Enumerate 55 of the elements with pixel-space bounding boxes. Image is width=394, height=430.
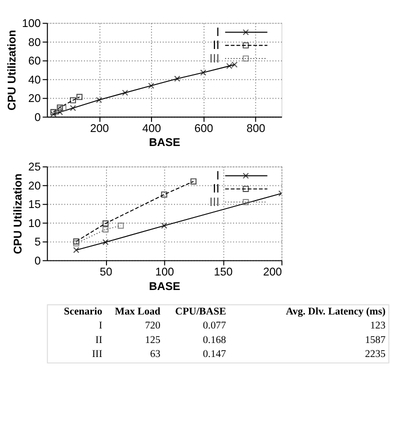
text: II <box>95 334 103 346</box>
y-axis-title: CPU Utilization <box>6 30 18 111</box>
y-tick-label: 0 <box>34 112 41 124</box>
legend-label: III <box>209 194 220 209</box>
text: 125 <box>144 334 160 346</box>
y-tick-label: 20 <box>28 180 41 192</box>
point <box>70 105 76 112</box>
y-tick-label: 0 <box>34 255 41 268</box>
point <box>60 105 66 112</box>
x-tick-label: 150 <box>214 266 233 279</box>
x-tick-label: 400 <box>142 123 161 136</box>
text: I <box>98 320 103 332</box>
text: 123 <box>370 320 386 332</box>
point <box>200 70 206 76</box>
point <box>174 76 180 82</box>
legend-label: II <box>212 182 220 196</box>
x-tick-label: 800 <box>246 123 266 136</box>
point <box>96 96 102 104</box>
x-tick-label: 600 <box>194 123 214 136</box>
text: Avg. Dlv. Latency (ms) <box>286 306 386 318</box>
legend-label: II <box>212 38 220 52</box>
y-tick-label: 20 <box>28 93 41 106</box>
text: 0.168 <box>202 334 226 346</box>
x-tick-label: 200 <box>90 123 109 136</box>
legend-label: I <box>216 25 220 39</box>
y-axis-title: CPU Utilization <box>12 173 25 254</box>
text: 0.147 <box>202 348 226 360</box>
x-axis-title: BASE <box>149 137 181 150</box>
y-tick-label: 5 <box>34 236 41 249</box>
text: CPU/BASE <box>175 306 226 318</box>
legend-label: I <box>216 168 220 183</box>
y-tick-label: 80 <box>28 36 41 49</box>
x-axis-title: BASE <box>149 280 181 293</box>
y-tick-label: 60 <box>28 56 41 68</box>
y-tick-label: 15 <box>28 199 41 212</box>
x-tick-label: 50 <box>100 266 112 279</box>
point <box>122 90 128 96</box>
text: 0.077 <box>202 320 226 332</box>
text: 2235 <box>364 348 386 360</box>
y-tick-label: 100 <box>22 18 41 30</box>
text: 1587 <box>364 334 386 346</box>
y-tick-label: 10 <box>28 218 41 230</box>
point <box>70 97 76 104</box>
point <box>76 94 83 100</box>
y-tick-label: 25 <box>28 162 41 174</box>
x-tick-label: 100 <box>155 266 174 279</box>
text: 63 <box>150 348 160 360</box>
x-tick-label: 200 <box>263 266 282 279</box>
text: Scenario <box>64 306 102 318</box>
legend-label: III <box>209 51 220 66</box>
y-tick-label: 40 <box>28 74 41 86</box>
text: 720 <box>144 320 160 332</box>
text: III <box>92 348 103 360</box>
text: Max Load <box>114 306 161 318</box>
point <box>148 82 154 89</box>
